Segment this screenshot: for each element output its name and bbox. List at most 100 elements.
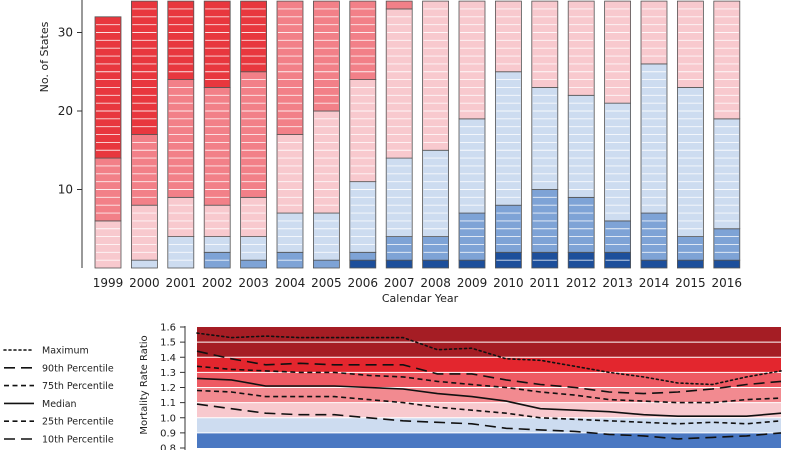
y-tick-label: 1.0 (160, 413, 176, 424)
y-tick-label: 0.8 (160, 444, 176, 450)
bar-segment (385, 0, 413, 10)
y-tick-label: 1.5 (160, 338, 176, 349)
y-ticks: 10 20 30 (58, 26, 82, 197)
bar-stack-2012 (567, 0, 595, 269)
bar-segment (203, 0, 231, 88)
bar-stack-2016 (713, 0, 741, 269)
stacked-bar-chart: 10 20 30 1999 2000 2001 2002 2003 2004 2005 2006 2… (38, 0, 742, 305)
y-tick-label: 1.6 (160, 323, 176, 334)
y-axis-title: Mortality Rate Ratio (139, 335, 150, 434)
bar-segment (422, 0, 450, 151)
bar-segment (713, 0, 741, 120)
x-tick-label: 2011 (530, 276, 561, 290)
bar-stack-2007 (385, 0, 413, 269)
bar-segment (240, 236, 268, 261)
bar-stack-2006 (349, 0, 377, 269)
bar-segment (349, 251, 377, 261)
x-tick-label: 2000 (129, 276, 160, 290)
bar-segment (240, 259, 268, 269)
x-tick-label: 2006 (348, 276, 379, 290)
bar-segment (677, 236, 704, 261)
bar-segment (604, 0, 631, 104)
x-tick-label: 2002 (202, 276, 233, 290)
series-line-10th-percentile (196, 403, 782, 440)
bar-segment (531, 87, 559, 190)
series-line-median (196, 377, 782, 417)
series-line-90th-percentile (196, 350, 782, 395)
bar-segment (130, 134, 158, 206)
bar-stack-1999 (94, 16, 122, 269)
x-tick-label: 2005 (311, 276, 342, 290)
bar-stack-2009 (458, 0, 486, 269)
bar-segment (312, 110, 340, 214)
bar-segment (167, 79, 195, 198)
x-axis-title: Calendar Year (382, 292, 459, 305)
bar-segment (422, 259, 450, 269)
bar-segment (240, 196, 268, 238)
bar-stack-2003 (240, 0, 268, 269)
y-ticks: 0.8 0.9 1.0 1.1 1.2 1.3 1.4 1.5 1.6 (160, 323, 185, 450)
bar-stack-2004 (276, 0, 304, 269)
x-ticks: 1999 2000 2001 2002 2003 2004 2005 2006 2007 2008… (93, 276, 742, 290)
bar-segment (276, 212, 304, 253)
bar-stack-2005 (312, 0, 340, 269)
bar-segment (130, 259, 158, 269)
x-tick-label: 2015 (675, 276, 706, 290)
x-tick-label: 2008 (420, 276, 451, 290)
bar-segment (713, 259, 741, 269)
bar-segment (494, 0, 522, 73)
legend-label: Median (42, 399, 77, 410)
series-line-maximum (196, 332, 782, 386)
y-tick-label: 10 (58, 183, 73, 197)
bar-segment (349, 181, 377, 253)
bar-segment (640, 63, 668, 214)
bar-segment (458, 259, 486, 269)
percentile-lines (196, 332, 782, 440)
bar-segment (385, 259, 413, 269)
bar-segment (531, 0, 559, 88)
bar-segment (130, 0, 158, 135)
x-tick-label: 2016 (712, 276, 743, 290)
y-tick-label: 1.4 (160, 353, 176, 364)
bar-stack-2015 (677, 0, 704, 269)
bar-segment (349, 259, 377, 269)
bar-stack-2008 (422, 0, 450, 269)
value-band (197, 372, 781, 388)
bar-segment (276, 0, 304, 135)
bar-stack-2010 (494, 0, 522, 269)
legend-label: 90th Percentile (42, 363, 114, 374)
bar-segment (422, 236, 450, 261)
y-tick-label: 20 (58, 104, 73, 118)
x-tick-label: 2014 (639, 276, 670, 290)
bar-segment (240, 0, 268, 73)
x-tick-label: 2012 (566, 276, 597, 290)
x-tick-label: 2004 (275, 276, 306, 290)
y-tick-label: 1.3 (160, 368, 176, 379)
x-tick-label: 2010 (493, 276, 524, 290)
x-tick-label: 1999 (93, 276, 124, 290)
bar-segment (604, 102, 631, 222)
y-tick-label: 1.2 (160, 383, 176, 394)
bar-segment (677, 0, 704, 88)
mortality-line-chart: 0.8 0.9 1.0 1.1 1.2 1.3 1.4 1.5 1.6 Mortality Ra… (139, 323, 782, 450)
bar-stack-2000 (130, 0, 158, 269)
legend-label: 10th Percentile (42, 435, 114, 446)
bar-stack-2002 (203, 0, 231, 269)
bar-stack-2013 (604, 0, 631, 269)
value-bands (197, 327, 781, 448)
y-axis-title: No. of States (38, 21, 51, 92)
series-line-75th-percentile (196, 365, 782, 404)
legend-label: 75th Percentile (42, 381, 114, 392)
x-tick-label: 2003 (238, 276, 269, 290)
x-tick-label: 2009 (457, 276, 488, 290)
bar-segment (458, 0, 486, 120)
x-tick-label: 2007 (384, 276, 415, 290)
bar-segment (203, 87, 231, 206)
bar-segment (385, 8, 413, 159)
bar-segment (567, 94, 595, 198)
x-tick-label: 2013 (602, 276, 633, 290)
y-tick-label: 30 (58, 26, 73, 40)
bar-segment (677, 259, 704, 269)
bar-stacks (94, 0, 741, 269)
